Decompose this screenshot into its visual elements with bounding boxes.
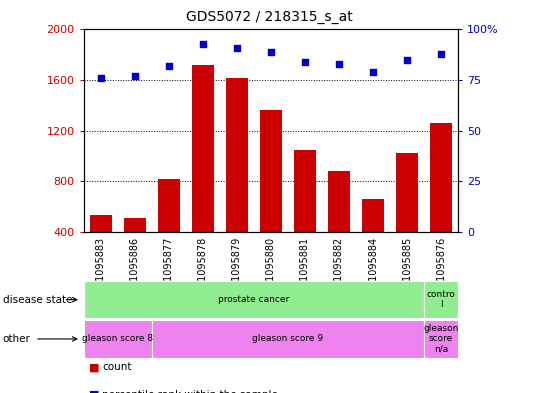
- Text: prostate cancer: prostate cancer: [218, 295, 289, 304]
- Text: ■: ■: [89, 390, 99, 393]
- Point: [437, 51, 445, 57]
- Point: [232, 44, 241, 51]
- Text: percentile rank within the sample: percentile rank within the sample: [102, 390, 278, 393]
- Point: [369, 69, 377, 75]
- Bar: [157, 179, 179, 232]
- Bar: [396, 153, 418, 232]
- Text: gleason score 8: gleason score 8: [82, 334, 153, 343]
- Bar: [226, 77, 248, 232]
- Text: GDS5072 / 218315_s_at: GDS5072 / 218315_s_at: [186, 10, 353, 24]
- Bar: [328, 171, 350, 232]
- Bar: [192, 65, 214, 232]
- Point: [267, 49, 275, 55]
- Bar: [260, 110, 282, 232]
- Text: contro
l: contro l: [427, 290, 455, 309]
- Text: gleason
score
n/a: gleason score n/a: [424, 324, 459, 354]
- Text: disease state: disease state: [3, 295, 72, 305]
- Bar: [430, 123, 452, 232]
- Text: ■: ■: [89, 362, 99, 373]
- Point: [130, 73, 139, 79]
- Point: [301, 59, 309, 65]
- Bar: [362, 199, 384, 232]
- Text: gleason score 9: gleason score 9: [252, 334, 323, 343]
- Point: [403, 57, 411, 63]
- Bar: [294, 150, 316, 232]
- Text: other: other: [3, 334, 31, 344]
- Point: [198, 40, 207, 47]
- Point: [335, 61, 343, 67]
- Point: [164, 63, 173, 69]
- Bar: [89, 215, 112, 232]
- Bar: [123, 218, 146, 232]
- Point: [96, 75, 105, 81]
- Text: count: count: [102, 362, 132, 373]
